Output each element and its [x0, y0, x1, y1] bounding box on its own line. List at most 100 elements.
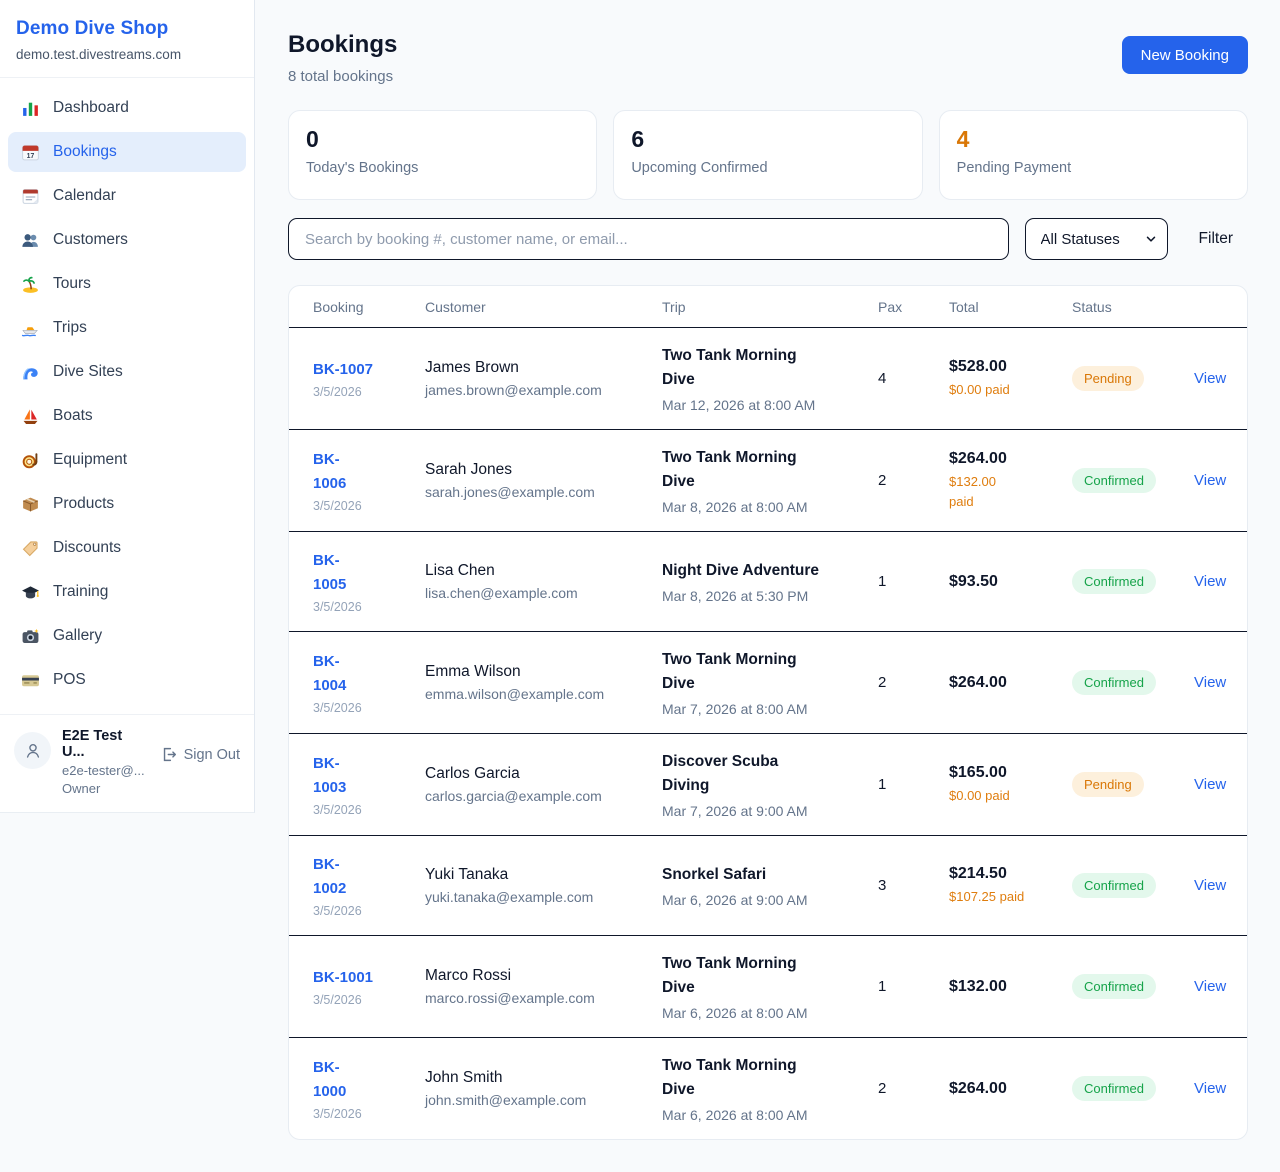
- products-icon: [21, 495, 40, 514]
- booking-date: 3/5/2026: [313, 993, 362, 1008]
- view-link[interactable]: View: [1194, 369, 1227, 387]
- trips-icon: [21, 319, 40, 338]
- column-header: Total: [949, 298, 979, 315]
- customer-email: marco.rossi@example.com: [425, 990, 595, 1007]
- sidebar-item-boats[interactable]: Boats: [8, 396, 246, 436]
- status-badge: Confirmed: [1072, 974, 1156, 1000]
- status-badge: Confirmed: [1072, 670, 1156, 696]
- search-input[interactable]: [288, 218, 1009, 260]
- sidebar-item-equipment[interactable]: Equipment: [8, 440, 246, 480]
- stat-card: 6 Upcoming Confirmed: [613, 110, 923, 200]
- table-row: BK- 1006 3/5/2026 Sarah Jones sarah.jone…: [289, 430, 1247, 533]
- sidebar-item-dashboard[interactable]: Dashboard: [8, 88, 246, 128]
- booking-id-link[interactable]: BK- 1003: [313, 755, 347, 797]
- customers-icon: [21, 231, 40, 250]
- customer-name: Carlos Garcia: [425, 765, 520, 783]
- trip-datetime: Mar 7, 2026 at 9:00 AM: [662, 803, 808, 820]
- table-row: BK- 1003 3/5/2026 Carlos Garcia carlos.g…: [289, 734, 1247, 837]
- trip-datetime: Mar 8, 2026 at 5:30 PM: [662, 588, 809, 605]
- dive-sites-icon: [21, 363, 40, 382]
- status-badge: Confirmed: [1072, 468, 1156, 494]
- table-row: BK- 1000 3/5/2026 John Smith john.smith@…: [289, 1038, 1247, 1139]
- view-link[interactable]: View: [1194, 876, 1227, 894]
- booking-date: 3/5/2026: [313, 600, 362, 615]
- filter-row: All Statuses Filter: [288, 218, 1248, 260]
- sidebar-item-trips[interactable]: Trips: [8, 308, 246, 348]
- sidebar-item-gallery[interactable]: Gallery: [8, 616, 246, 656]
- total-amount: $264.00: [949, 673, 1007, 691]
- sidebar-item-label: Customers: [53, 231, 128, 248]
- view-link[interactable]: View: [1194, 673, 1227, 691]
- sidebar-item-label: Discounts: [53, 539, 122, 556]
- status-select[interactable]: All Statuses: [1024, 218, 1168, 260]
- table-row: BK-1001 3/5/2026 Marco Rossi marco.rossi…: [289, 936, 1247, 1039]
- page-subtitle: 8 total bookings: [288, 68, 394, 85]
- sidebar-item-calendar[interactable]: Calendar: [8, 176, 246, 216]
- sidebar-item-label: Dashboard: [53, 99, 129, 116]
- new-booking-button[interactable]: New Booking: [1121, 36, 1248, 74]
- sidebar-item-pos[interactable]: POS: [8, 660, 246, 700]
- total-amount: $214.50: [949, 864, 1007, 882]
- customer-email: yuki.tanaka@example.com: [425, 889, 594, 906]
- customer-email: carlos.garcia@example.com: [425, 788, 602, 805]
- sidebar-item-label: POS: [53, 671, 86, 688]
- total-amount: $264.00: [949, 450, 1007, 468]
- trip-name: Night Dive Adventure: [662, 562, 820, 580]
- stat-card: 4 Pending Payment: [938, 110, 1248, 200]
- view-link[interactable]: View: [1194, 471, 1227, 489]
- booking-id-link[interactable]: BK- 1002: [313, 856, 347, 898]
- booking-id-link[interactable]: BK-1001: [313, 969, 374, 987]
- sidebar-footer: E2E Test U... e2e-tester@... Owner Sign …: [0, 714, 254, 812]
- sidebar-item-bookings[interactable]: 17 Bookings: [8, 132, 246, 172]
- trip-name: Two Tank Morning Dive: [662, 347, 797, 389]
- user-role: Owner: [62, 781, 101, 796]
- booking-id-link[interactable]: BK- 1005: [313, 552, 347, 594]
- trip-name: Two Tank Morning Dive: [662, 651, 797, 693]
- view-link[interactable]: View: [1194, 1079, 1227, 1097]
- tours-icon: [21, 275, 40, 294]
- pax-count: 2: [878, 674, 887, 692]
- shop-domain: demo.test.divestreams.com: [16, 47, 182, 62]
- booking-id-link[interactable]: BK-1007: [313, 361, 374, 379]
- booking-id-link[interactable]: BK- 1004: [313, 653, 347, 695]
- table-row: BK- 1002 3/5/2026 Yuki Tanaka yuki.tanak…: [289, 836, 1247, 937]
- trip-name: Two Tank Morning Dive: [662, 1057, 797, 1099]
- total-amount: $528.00: [949, 357, 1007, 375]
- sidebar-item-label: Dive Sites: [53, 363, 123, 380]
- filter-button[interactable]: Filter: [1184, 230, 1248, 248]
- sidebar-item-training[interactable]: Training: [8, 572, 246, 612]
- pax-count: 2: [878, 472, 887, 490]
- column-header: Status: [1072, 298, 1112, 315]
- booking-date: 3/5/2026: [313, 803, 362, 818]
- trip-datetime: Mar 12, 2026 at 8:00 AM: [662, 397, 816, 414]
- trip-name: Discover Scuba Diving: [662, 753, 779, 795]
- bookings-table: Booking Customer Trip Pax Total Status BK-100…: [288, 285, 1248, 1141]
- stat-label: Upcoming Confirmed: [631, 160, 768, 176]
- customer-email: john.smith@example.com: [425, 1092, 587, 1109]
- column-header: Trip: [662, 298, 686, 315]
- sign-out-button[interactable]: Sign Out: [160, 746, 240, 763]
- gallery-icon: [21, 627, 40, 646]
- sidebar-item-dive-sites[interactable]: Dive Sites: [8, 352, 246, 392]
- sidebar-item-tours[interactable]: Tours: [8, 264, 246, 304]
- customer-name: Yuki Tanaka: [425, 866, 509, 884]
- trip-datetime: Mar 6, 2026 at 8:00 AM: [662, 1107, 808, 1124]
- customer-email: james.brown@example.com: [425, 382, 602, 399]
- sidebar-item-label: Tours: [53, 275, 91, 292]
- equipment-icon: [21, 451, 40, 470]
- customer-name: James Brown: [425, 359, 519, 377]
- trip-datetime: Mar 6, 2026 at 8:00 AM: [662, 1005, 808, 1022]
- booking-id-link[interactable]: BK- 1000: [313, 1059, 347, 1101]
- total-amount: $165.00: [949, 763, 1007, 781]
- customer-email: lisa.chen@example.com: [425, 585, 578, 602]
- svg-text:17: 17: [27, 152, 35, 159]
- sidebar-item-label: Boats: [53, 407, 93, 424]
- table-row: BK- 1005 3/5/2026 Lisa Chen lisa.chen@ex…: [289, 532, 1247, 633]
- sidebar-item-discounts[interactable]: Discounts: [8, 528, 246, 568]
- view-link[interactable]: View: [1194, 775, 1227, 793]
- view-link[interactable]: View: [1194, 572, 1227, 590]
- view-link[interactable]: View: [1194, 977, 1227, 995]
- booking-id-link[interactable]: BK- 1006: [313, 451, 347, 493]
- sidebar-item-customers[interactable]: Customers: [8, 220, 246, 260]
- sidebar-item-products[interactable]: Products: [8, 484, 246, 524]
